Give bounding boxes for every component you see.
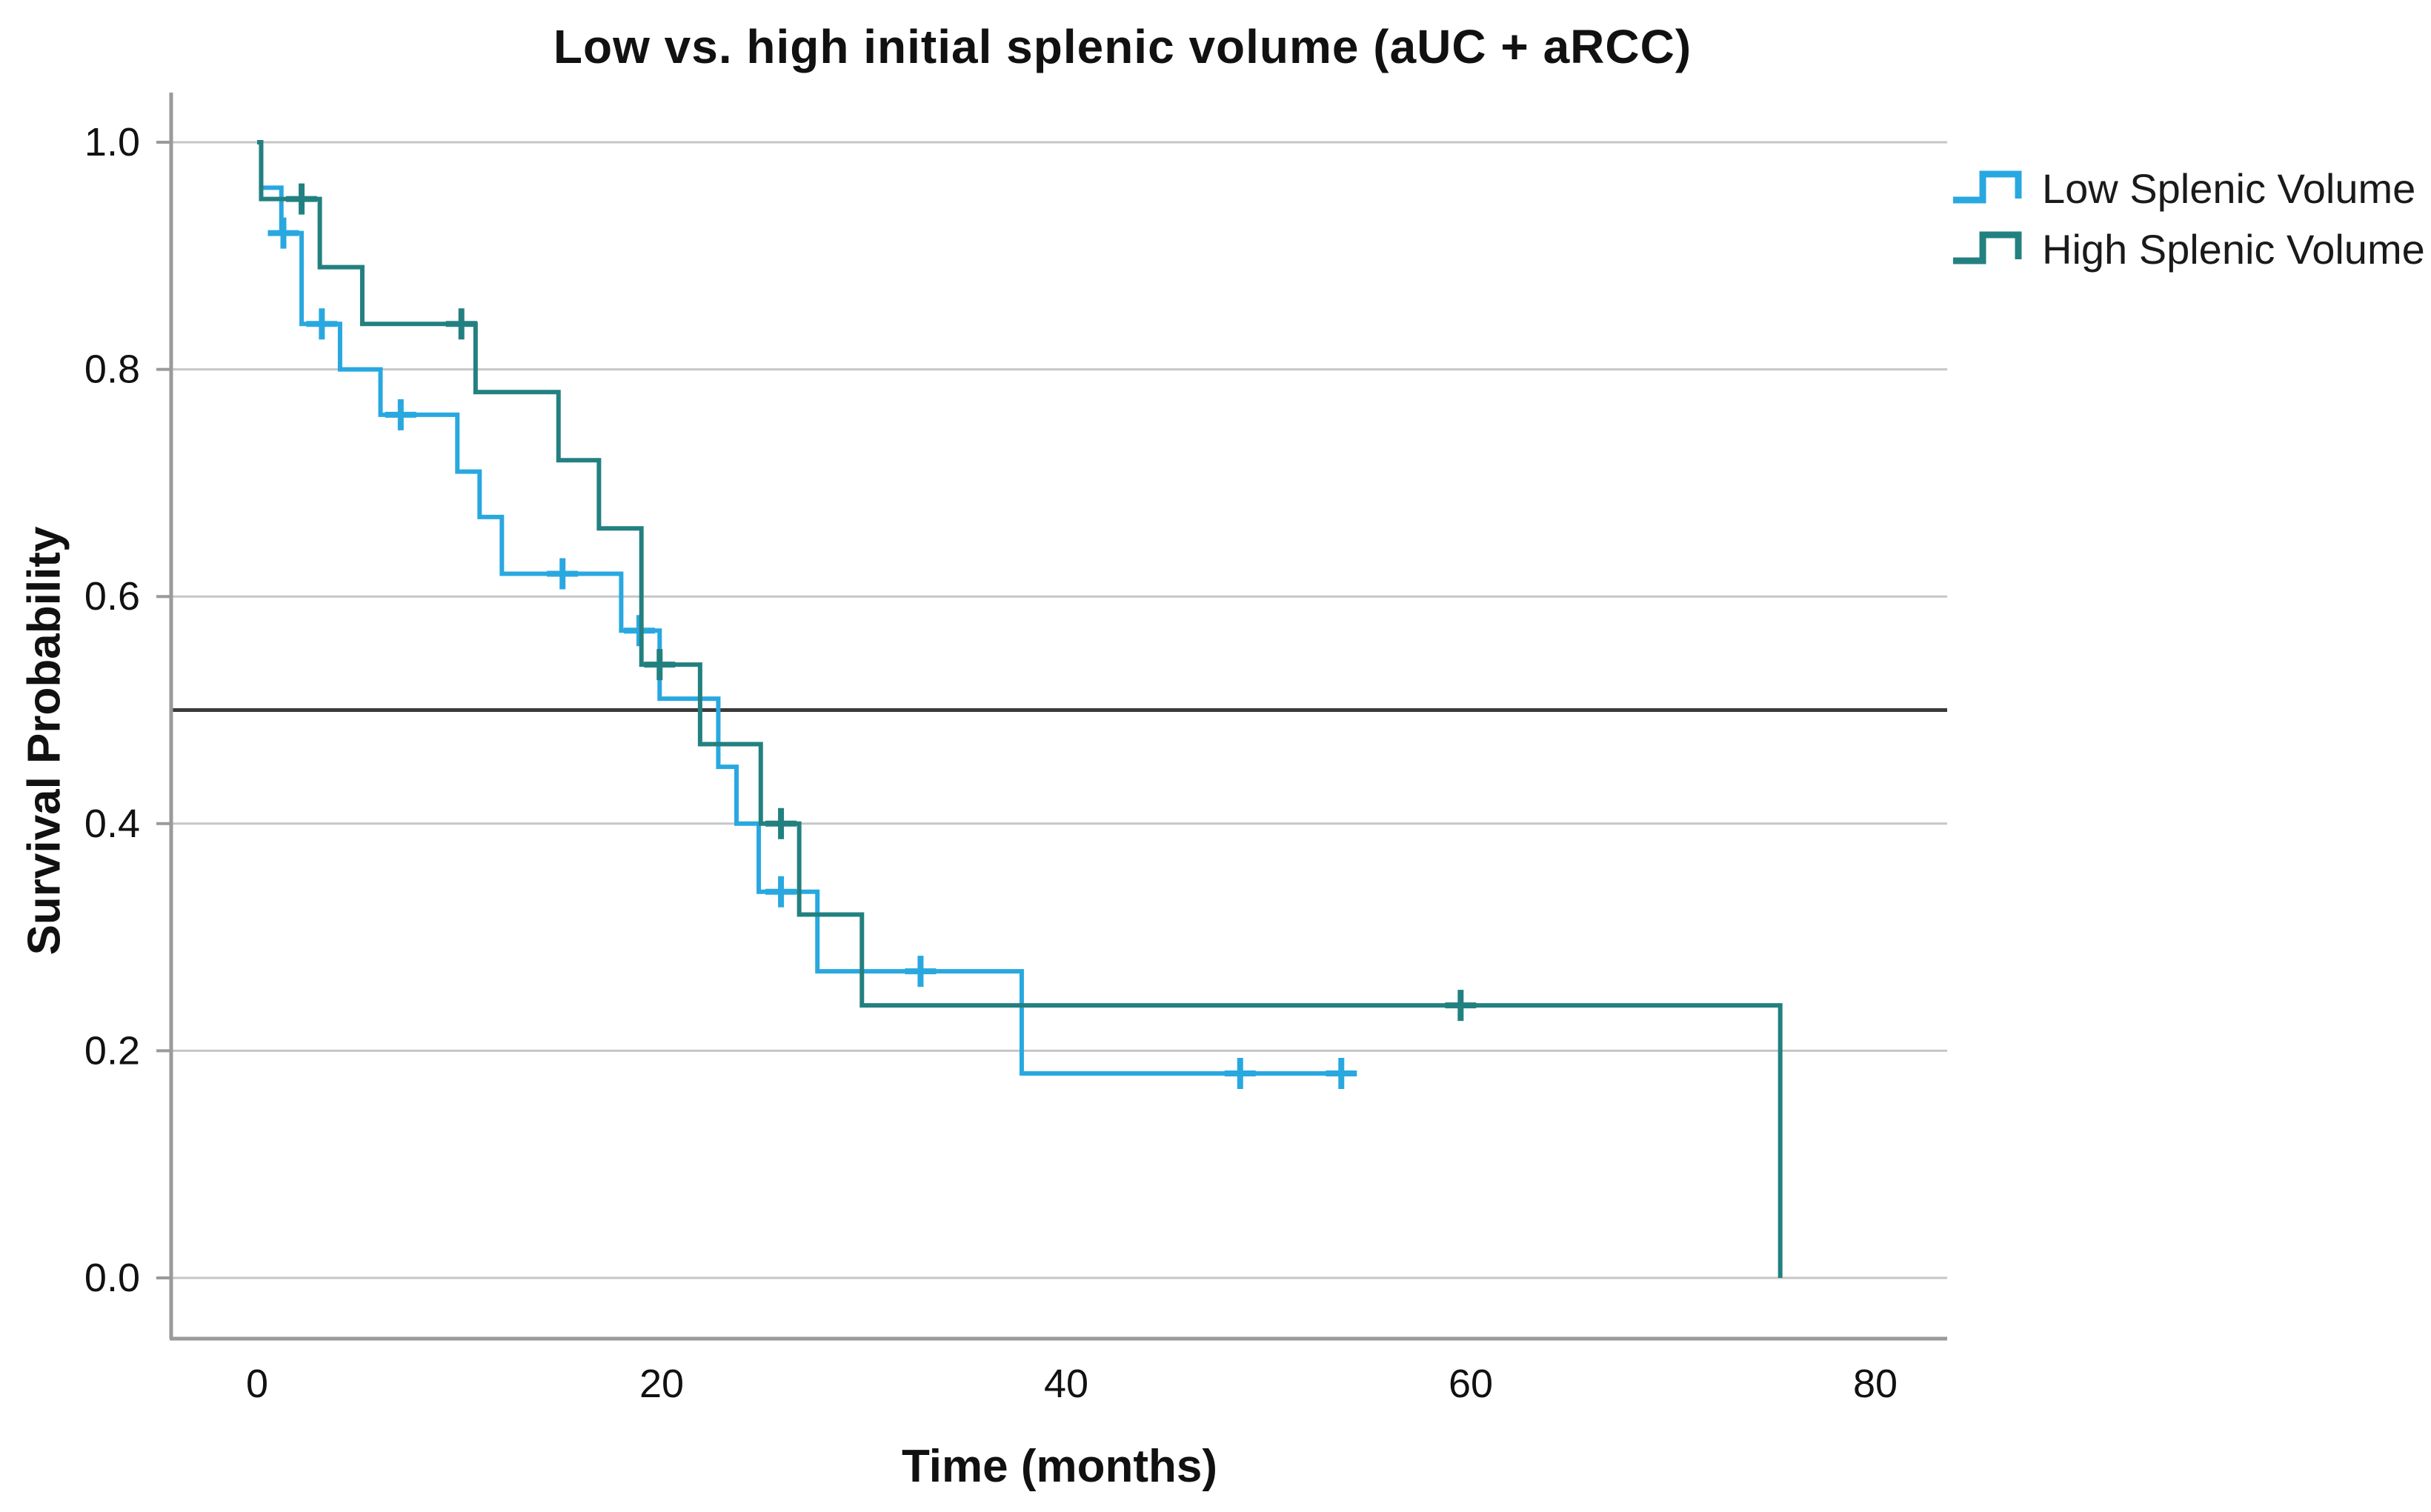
x-tick-label: 40 [1044,1362,1088,1406]
chart-title: Low vs. high initial splenic volume (aUC… [553,20,1692,73]
y-axis-title: Survival Probability [19,526,70,956]
legend-item-high-splenic-volume: High Splenic Volume [1950,222,2425,276]
x-tick-label: 20 [639,1362,684,1406]
x-tick-label: 80 [1853,1362,1898,1406]
legend-item-low-splenic-volume: Low Splenic Volume [1950,161,2425,215]
high-splenic-step-swatch-icon [1953,231,2022,264]
high-splenic-curve [257,140,1783,1278]
y-tick-label: 0.4 [84,802,140,846]
legend-label-high-splenic-volume: High Splenic Volume [2042,225,2425,273]
y-tick-label: 1.0 [84,120,140,164]
y-tick-label: 0.6 [84,574,140,619]
y-tick-label: 0.2 [84,1028,140,1073]
x-tick-label: 60 [1449,1362,1493,1406]
legend: Low Splenic Volume High Splenic Volume [1950,161,2425,283]
y-tick-label: 0.0 [84,1256,140,1300]
x-axis-title: Time (months) [902,1441,1217,1492]
low-splenic-curve [257,140,1356,1076]
legend-label-low-splenic-volume: Low Splenic Volume [2042,164,2416,212]
y-tick-label: 0.8 [84,347,140,392]
low-splenic-step-swatch-icon [1953,170,2022,204]
x-tick-label: 0 [246,1362,268,1406]
